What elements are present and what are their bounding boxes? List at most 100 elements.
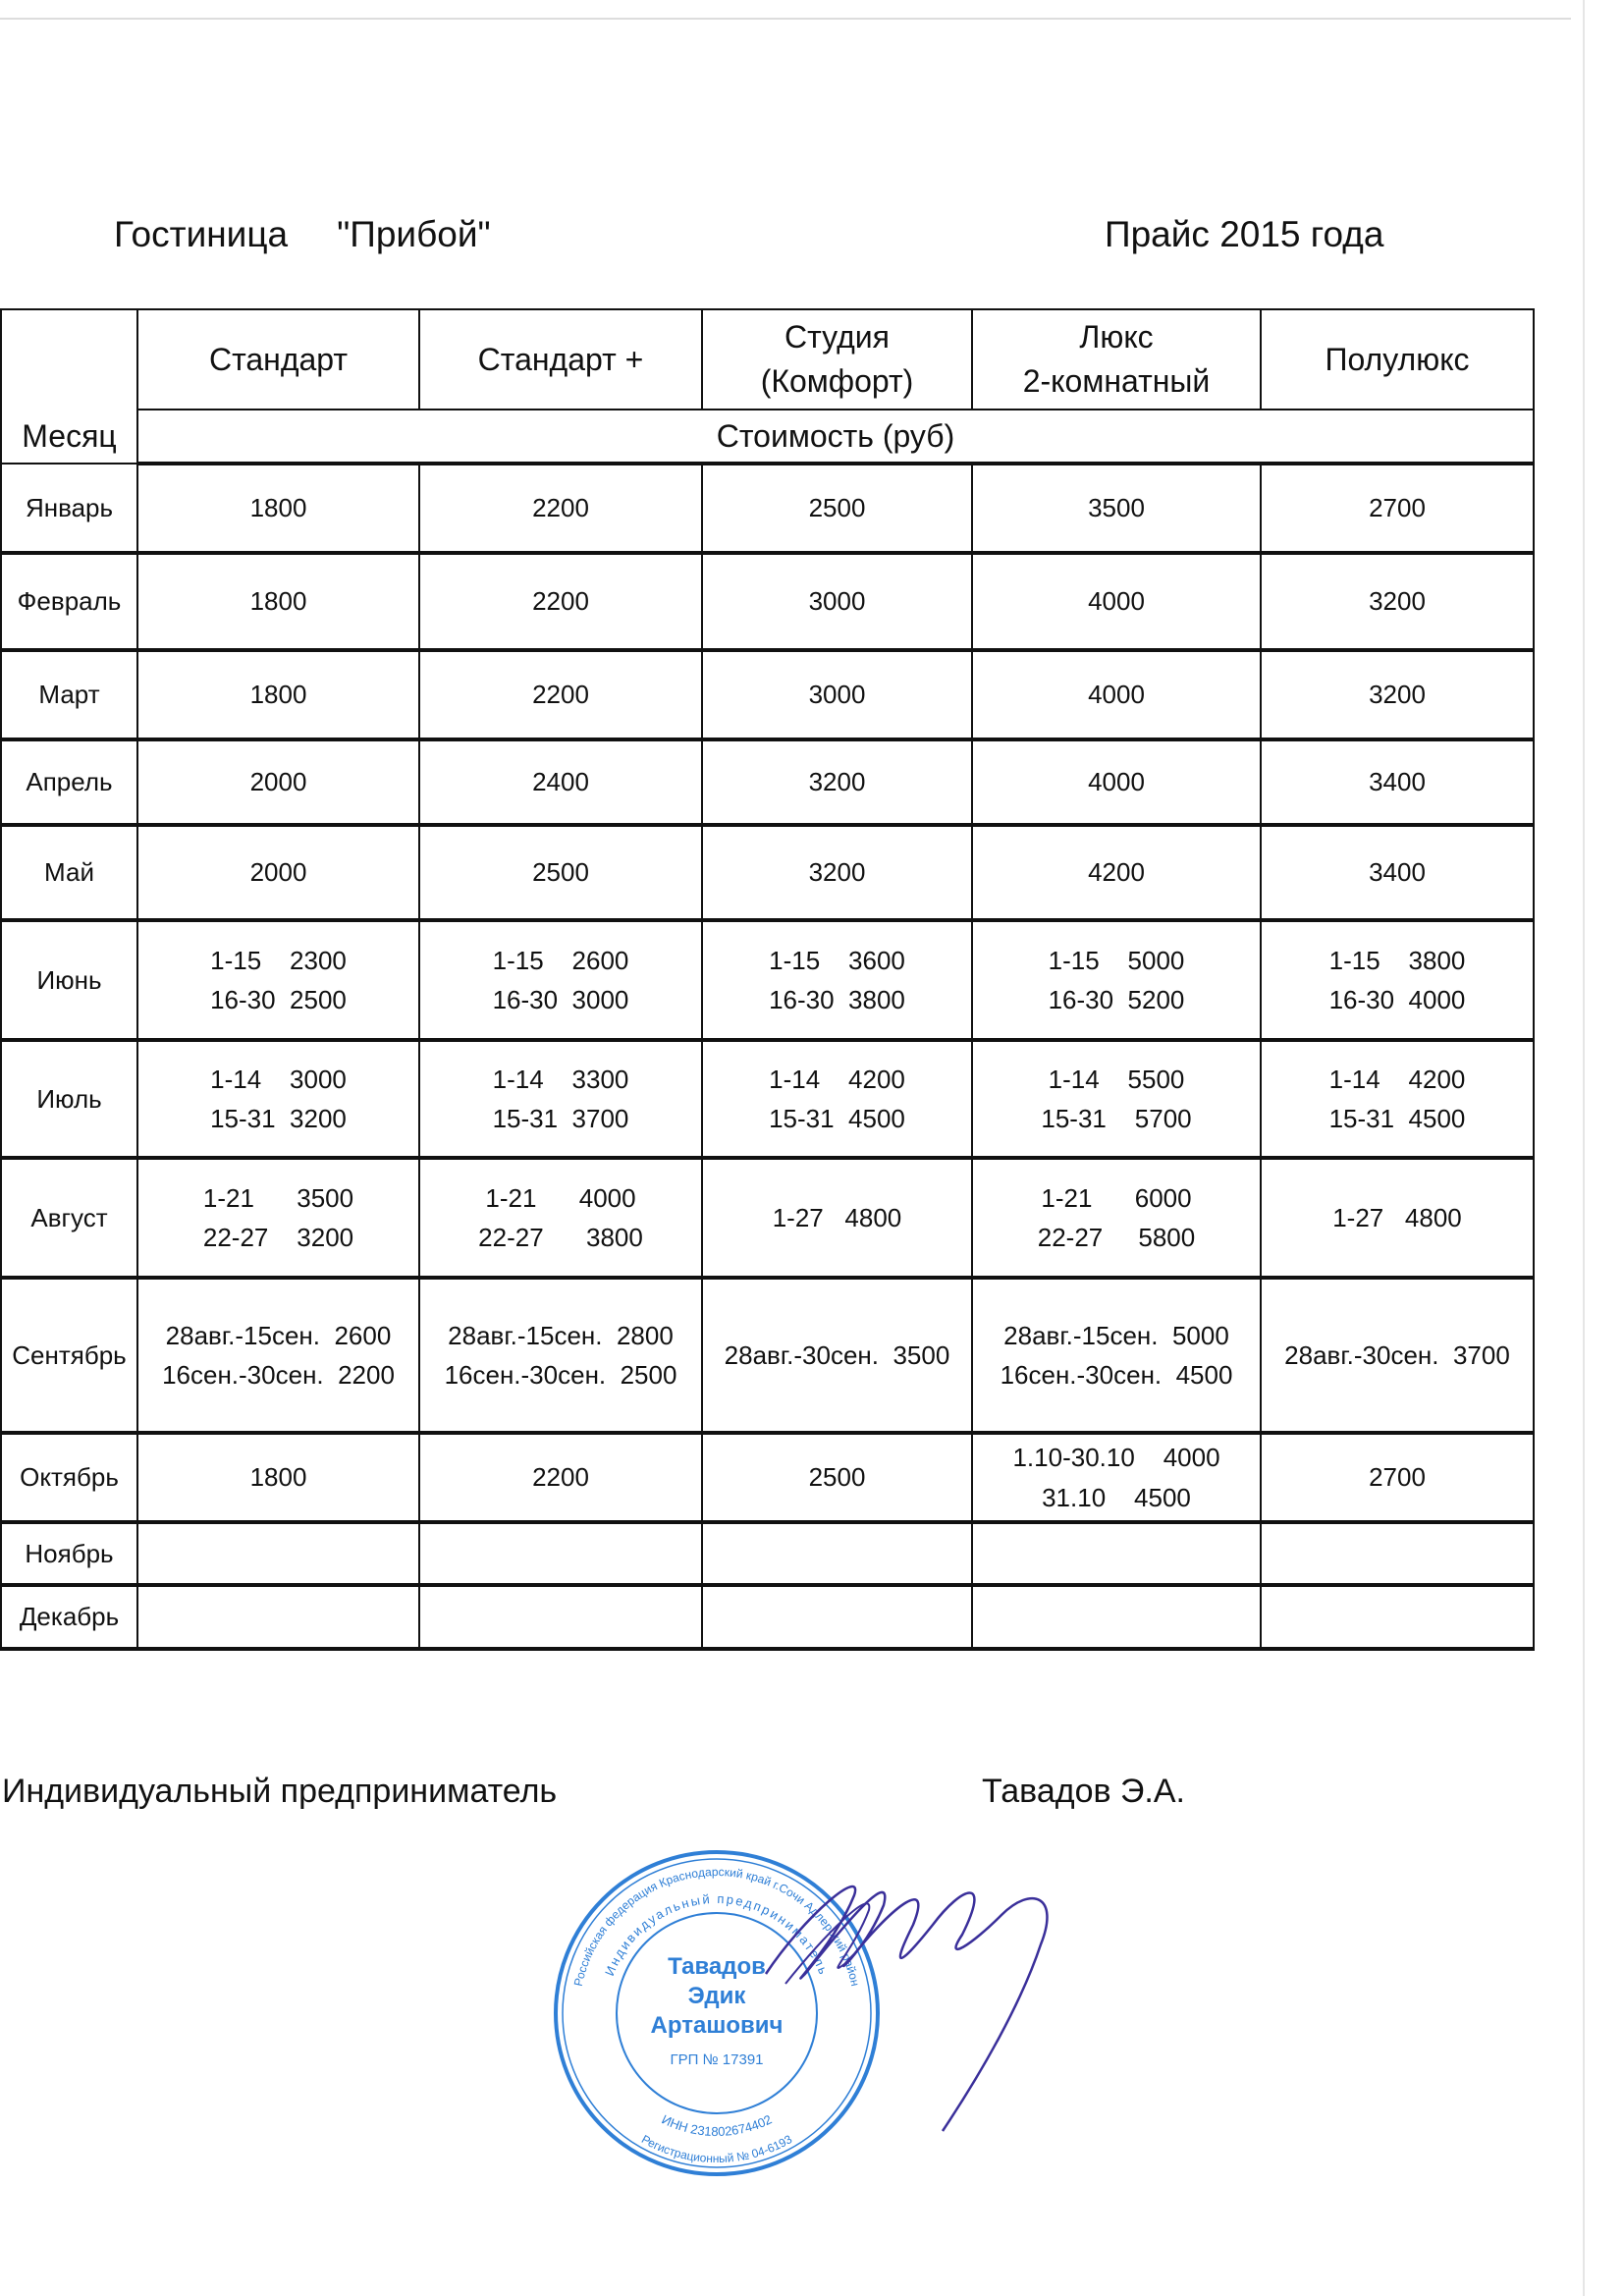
price-cell: 1-15 2300 16-30 2500 (136, 919, 420, 1041)
price-cell: 1-14 4200 15-31 4500 (701, 1039, 973, 1159)
price-value: 4000 (1088, 767, 1145, 797)
price-value: 2500 (532, 857, 589, 888)
price-cell: 1-21 6000 22-27 5800 (971, 1157, 1262, 1279)
price-cell: 1-14 3000 15-31 3200 (136, 1039, 420, 1159)
price-table: Месяц Стандарт Стандарт + Студия (Комфор… (0, 308, 1535, 1651)
price-value: 3200 (808, 857, 866, 888)
price-cell: 3400 (1260, 738, 1535, 826)
price-cell: 28авг.-15сен. 2600 16сен.-30сен. 2200 (136, 1277, 420, 1434)
price-value: 2200 (532, 586, 589, 617)
stamp-grp: ГРП № 17391 (670, 2051, 763, 2068)
cost-subheader: Стоимость (руб) (136, 409, 1535, 465)
price-cell (136, 1521, 420, 1586)
price-cell: 1-14 4200 15-31 4500 (1260, 1039, 1535, 1159)
column-header-label: Стандарт (208, 341, 349, 377)
price-value: 1-14 4200 15-31 4500 (1328, 1064, 1466, 1133)
price-value: 1800 (249, 680, 307, 710)
price-value: 1-21 6000 22-27 5800 (1037, 1182, 1196, 1252)
price-cell: 28авг.-30сен. 3500 (701, 1277, 973, 1434)
month-header: Месяц (0, 308, 138, 465)
price-value: 1800 (249, 1462, 307, 1493)
month-cell: Июль (0, 1039, 138, 1159)
price-cell (971, 1521, 1262, 1586)
column-header: Студия (Комфорт) (701, 308, 973, 410)
price-cell: 1-14 5500 15-31 5700 (971, 1039, 1262, 1159)
price-value: 1-14 4200 15-31 4500 (769, 1064, 905, 1133)
price-cell: 2500 (418, 824, 703, 921)
price-cell (701, 1584, 973, 1650)
column-header-label: Люкс 2-комнатный (1022, 319, 1211, 399)
price-cell: 2700 (1260, 1432, 1535, 1523)
price-cell: 28авг.-15сен. 5000 16сен.-30сен. 4500 (971, 1277, 1262, 1434)
price-value: 28авг.-30сен. 3700 (1284, 1339, 1510, 1370)
price-cell (1260, 1584, 1535, 1650)
price-cell: 1800 (136, 1432, 420, 1523)
price-cell: 2000 (136, 824, 420, 921)
hotel-title: Гостиница "Прибой" (114, 214, 540, 255)
price-value: 28авг.-30сен. 3500 (724, 1339, 950, 1370)
price-cell: 2200 (418, 649, 703, 740)
price-cell: 2000 (136, 738, 420, 826)
price-value: 3200 (808, 767, 866, 797)
price-cell: 1-21 4000 22-27 3800 (418, 1157, 703, 1279)
scan-edge-line (1583, 0, 1585, 2296)
price-value: 3200 (1369, 680, 1426, 710)
month-cell: Май (0, 824, 138, 921)
column-header: Стандарт + (418, 308, 703, 410)
price-value: 1-14 3000 15-31 3200 (210, 1064, 347, 1133)
price-cell: 1.10-30.10 4000 31.10 4500 (971, 1432, 1262, 1523)
price-cell: 1800 (136, 463, 420, 554)
price-cell (1260, 1521, 1535, 1586)
month-cell: Июнь (0, 919, 138, 1041)
price-value: 1-21 4000 22-27 3800 (478, 1182, 643, 1252)
price-cell: 2500 (701, 1432, 973, 1523)
price-value: 1-14 3300 15-31 3700 (492, 1064, 629, 1133)
price-value: 1-15 2600 16-30 3000 (492, 945, 629, 1014)
price-value: 1-14 5500 15-31 5700 (1041, 1064, 1192, 1133)
price-cell: 2200 (418, 552, 703, 651)
price-cell: 1-21 3500 22-27 3200 (136, 1157, 420, 1279)
table-row: Декабрь (0, 1584, 1535, 1650)
price-value: 3400 (1369, 857, 1426, 888)
column-header-label: Стандарт + (477, 341, 644, 377)
price-cell: 1-15 5000 16-30 5200 (971, 919, 1262, 1041)
price-value: 2700 (1369, 493, 1426, 523)
column-header-label: Полулюкс (1325, 341, 1470, 377)
price-cell: 1-15 3800 16-30 4000 (1260, 919, 1535, 1041)
month-cell: Январь (0, 463, 138, 554)
price-value: 2000 (249, 857, 307, 888)
price-value: 1-15 5000 16-30 5200 (1048, 945, 1185, 1014)
price-cell: 4000 (971, 552, 1262, 651)
price-value: 1-15 2300 16-30 2500 (210, 945, 347, 1014)
price-cell: 1-27 4800 (1260, 1157, 1535, 1279)
table-row: Ноябрь (0, 1521, 1535, 1586)
price-value: 2000 (249, 767, 307, 797)
price-cell: 1800 (136, 649, 420, 740)
price-cell: 1-15 3600 16-30 3800 (701, 919, 973, 1041)
price-cell: 2200 (418, 463, 703, 554)
price-value: 1.10-30.10 4000 31.10 4500 (1012, 1443, 1220, 1512)
price-value: 28авг.-15сен. 2800 16сен.-30сен. 2500 (444, 1320, 677, 1390)
price-cell: 3200 (701, 824, 973, 921)
stamp-surname: Тавадов (668, 1953, 766, 1980)
price-cell: 28авг.-15сен. 2800 16сен.-30сен. 2500 (418, 1277, 703, 1434)
month-cell: Октябрь (0, 1432, 138, 1523)
month-cell: Ноябрь (0, 1521, 138, 1586)
table-row: Июль 1-14 3000 15-31 3200 1-14 3300 15-31 … (0, 1039, 1535, 1159)
price-value: 4000 (1088, 586, 1145, 617)
price-cell: 3200 (1260, 552, 1535, 651)
price-cell: 3500 (971, 463, 1262, 554)
price-cell (418, 1521, 703, 1586)
table-row: Апрель 2000 2400 3200 4000 3400 (0, 738, 1535, 826)
table-row: Август 1-21 3500 22-27 3200 1-21 4000 22-2… (0, 1157, 1535, 1279)
column-header-label: Студия (Комфорт) (760, 319, 914, 399)
price-cell: 3400 (1260, 824, 1535, 921)
price-cell: 4200 (971, 824, 1262, 921)
price-value: 3000 (808, 586, 866, 617)
table-row: Март 1800 2200 3000 4000 3200 (0, 649, 1535, 740)
price-value: 3000 (808, 680, 866, 710)
price-value: 1800 (249, 586, 307, 617)
stamp-first-name: Эдик (688, 1983, 747, 2009)
signature-role: Индивидуальный предприниматель (2, 1773, 558, 1810)
column-header: Люкс 2-комнатный (971, 308, 1262, 410)
